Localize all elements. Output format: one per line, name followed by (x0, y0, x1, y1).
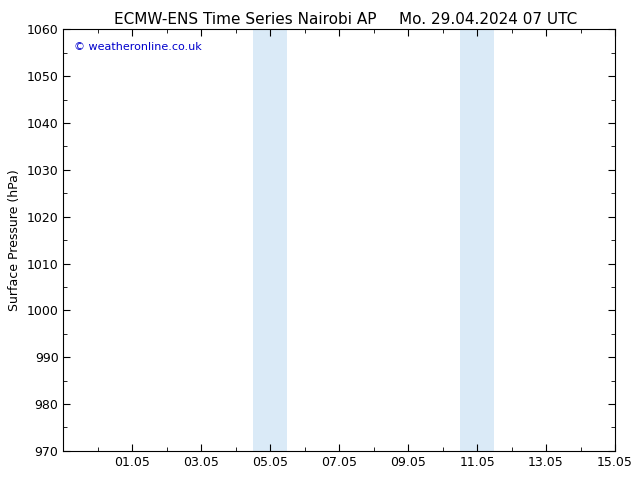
Text: ECMW-ENS Time Series Nairobi AP: ECMW-ENS Time Series Nairobi AP (114, 12, 377, 27)
Bar (477, 29, 495, 451)
Y-axis label: Surface Pressure (hPa): Surface Pressure (hPa) (8, 169, 21, 311)
Text: Mo. 29.04.2024 07 UTC: Mo. 29.04.2024 07 UTC (399, 12, 578, 27)
Text: © weatheronline.co.uk: © weatheronline.co.uk (74, 42, 202, 52)
Bar (253, 29, 270, 451)
Bar (460, 29, 477, 451)
Bar (270, 29, 287, 451)
